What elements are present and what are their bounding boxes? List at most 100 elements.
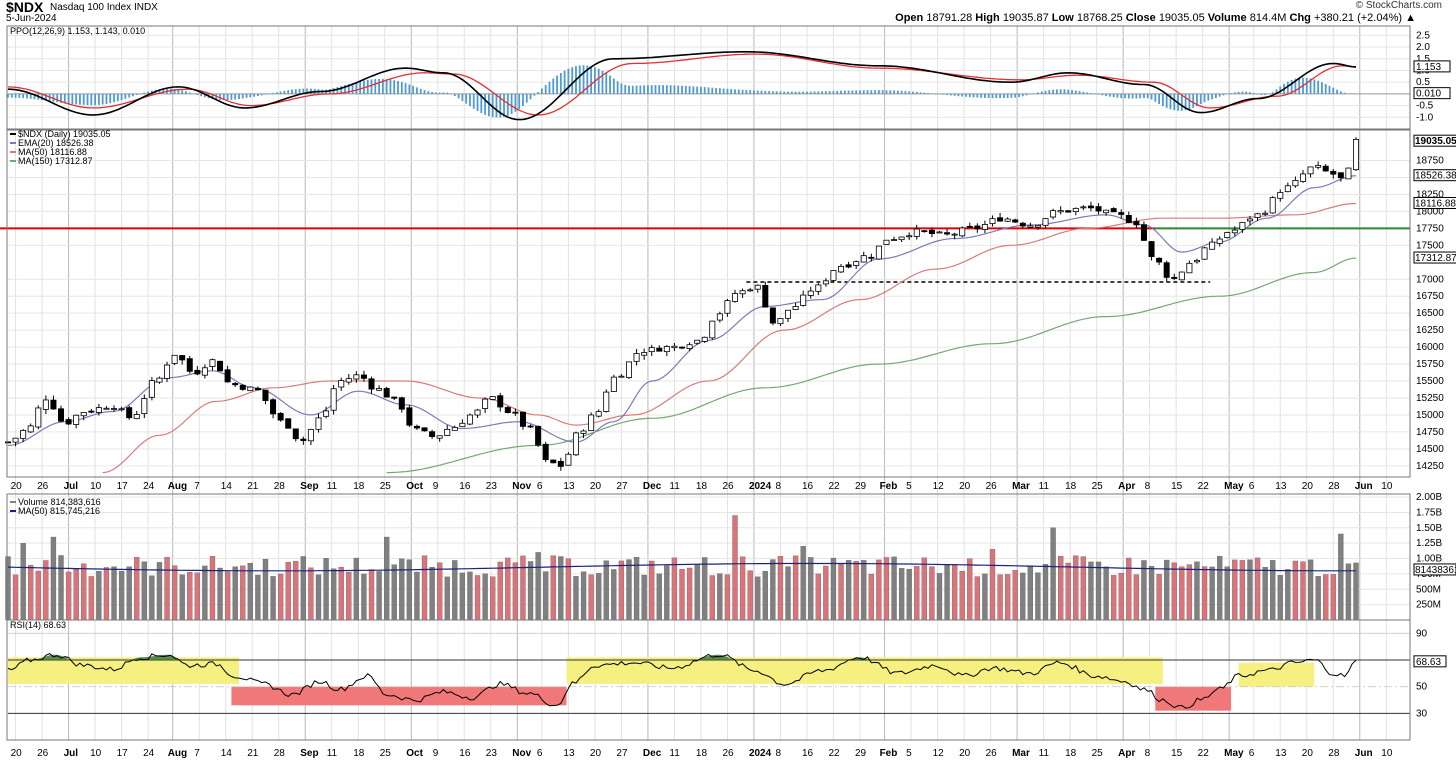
candle-body	[763, 285, 768, 307]
ppo-histogram-bar	[715, 88, 717, 94]
candle-body	[460, 423, 465, 426]
ppo-histogram-bar	[617, 81, 619, 94]
candle-body	[1293, 180, 1298, 185]
ppo-histogram-bar	[1313, 79, 1315, 93]
volume-bar	[1202, 567, 1207, 620]
ppo-histogram-bar	[1018, 94, 1020, 97]
volume-bar	[1088, 562, 1093, 620]
ppo-histogram-bar	[276, 92, 278, 94]
price-legend-entry: MA(150) 17312.87	[18, 156, 93, 166]
panel-border	[7, 130, 1410, 477]
ppo-histogram-bar	[454, 94, 456, 96]
x-tick-label: 11	[327, 748, 338, 759]
ppo-histogram-bar	[1264, 94, 1266, 95]
x-tick-label: 29	[855, 748, 867, 759]
ppo-histogram-bar	[643, 85, 645, 94]
ppo-histogram-bar	[798, 92, 800, 94]
candle-body	[1210, 242, 1215, 249]
ppo-histogram-bar	[268, 94, 270, 95]
candle-body	[732, 294, 737, 302]
x-tick-label: Mar	[1012, 748, 1030, 759]
ppo-histogram-bar	[109, 94, 111, 103]
volume-bar	[308, 568, 313, 620]
ppo-histogram-bar	[401, 82, 403, 94]
candle-body	[922, 231, 927, 232]
volume-bar	[422, 556, 427, 620]
ppo-histogram-bar	[939, 94, 941, 95]
candle-body	[710, 321, 715, 338]
volume-bar	[202, 566, 207, 620]
volume-bar	[271, 576, 276, 620]
ppo-histogram-bar	[768, 91, 770, 94]
ppo-histogram-bar	[833, 91, 835, 94]
x-tick-label: Apr	[1118, 748, 1135, 759]
candle-body	[717, 314, 722, 320]
volume-bar	[324, 558, 329, 620]
candle-body	[770, 308, 775, 323]
x-tick-label: 6	[537, 748, 543, 759]
price-panel: 1875018500182501800017750175001700016750…	[0, 129, 1456, 473]
volume-bar	[604, 561, 609, 620]
ppo-histogram-bar	[484, 94, 486, 115]
volume-bar	[581, 572, 586, 620]
volume-bar	[513, 563, 518, 620]
candle-body	[1353, 139, 1358, 169]
ppo-histogram-bar	[1147, 94, 1149, 98]
x-tick-label: 11	[1039, 748, 1050, 759]
volume-bar	[89, 576, 94, 620]
x-tick-label: 16	[802, 481, 814, 492]
candle-body	[672, 346, 677, 347]
candle-body	[1202, 248, 1207, 259]
candle-body	[1308, 167, 1313, 174]
ppo-histogram-bar	[261, 94, 263, 96]
x-tick-label: 20	[959, 748, 971, 759]
ppo-histogram-bar	[1135, 94, 1137, 99]
x-tick-label: 23	[486, 748, 498, 759]
ppo-histogram-bar	[11, 94, 13, 98]
volume-bar	[589, 575, 594, 620]
ppo-histogram-bar	[1230, 93, 1232, 94]
candle-body	[1316, 165, 1321, 167]
volume-bar	[1217, 556, 1222, 620]
volume-bar	[1149, 566, 1154, 620]
volume-bar	[210, 556, 215, 620]
ppo-histogram-bar	[1188, 94, 1190, 109]
volume-bar	[225, 572, 230, 620]
candle-body	[157, 378, 162, 382]
rsi-zone-yellow	[8, 657, 239, 684]
ppo-histogram-bar	[75, 94, 77, 105]
x-tick-label: 28	[1328, 481, 1340, 492]
chart-date: 5-Jun-2024	[6, 13, 57, 24]
candle-body	[255, 388, 260, 389]
ppo-histogram-bar	[234, 94, 236, 100]
ppo-histogram-bar	[613, 79, 615, 94]
candle-body	[1346, 168, 1351, 179]
ppo-histogram-bar	[844, 91, 846, 94]
volume-bar	[1051, 528, 1056, 620]
ppo-histogram-bar	[783, 92, 785, 94]
volume-bar	[748, 571, 753, 620]
volume-panel: 2.00B1.75B1.50B1.25B1.00B750M500M250MVol…	[6, 492, 1456, 620]
ppo-histogram-bar	[848, 91, 850, 94]
ppo-histogram-bar	[461, 94, 463, 101]
volume-bar	[59, 555, 64, 620]
ppo-histogram-bar	[1260, 94, 1262, 95]
candle-body	[225, 370, 230, 382]
ppo-histogram-bar	[946, 94, 948, 95]
ppo-histogram-bar	[98, 94, 100, 105]
ppo-tick-label: -0.5	[1416, 101, 1434, 112]
volume-bar	[445, 577, 450, 620]
volume-bar	[384, 537, 389, 620]
ppo-histogram-bar	[533, 94, 535, 96]
x-tick-label: Feb	[880, 748, 898, 759]
candle-body	[891, 240, 896, 241]
x-tick-label: 10	[1381, 481, 1393, 492]
price-tick-label: 14500	[1416, 444, 1444, 455]
x-tick-label: 6	[1249, 481, 1255, 492]
grid	[16, 26, 1387, 740]
volume-bar	[1020, 573, 1025, 620]
ppo-histogram-bar	[1128, 94, 1130, 99]
candle-body	[134, 414, 139, 418]
ppo-histogram-bar	[670, 85, 672, 94]
volume-bar	[467, 572, 472, 620]
